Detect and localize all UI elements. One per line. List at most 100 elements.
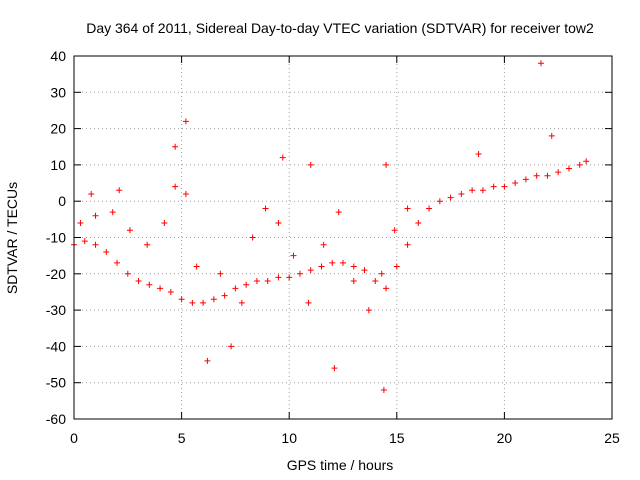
data-point-arc-tracks xyxy=(365,307,372,314)
data-point-arc-tracks xyxy=(144,241,151,248)
data-point-trend-band xyxy=(264,278,271,285)
data-point-arc-tracks xyxy=(305,299,312,306)
data-point-arc-tracks xyxy=(172,183,179,190)
data-point-trend-band xyxy=(458,190,465,197)
data-point-arc-tracks xyxy=(92,212,99,219)
data-point-outliers xyxy=(548,132,555,139)
data-point-trend-band xyxy=(404,241,411,248)
y-tick-label: -40 xyxy=(46,338,66,354)
chart-title: Day 364 of 2011, Sidereal Day-to-day VTE… xyxy=(86,20,594,36)
data-point-trend-band xyxy=(307,267,314,274)
data-point-outliers xyxy=(537,60,544,67)
points-layer xyxy=(71,60,590,393)
y-tick-label: 30 xyxy=(50,84,66,100)
data-point-trend-band xyxy=(576,161,583,168)
y-tick-label: 20 xyxy=(50,121,66,137)
data-point-outliers xyxy=(182,118,189,125)
data-point-outliers xyxy=(383,161,390,168)
data-point-trend-band xyxy=(318,263,325,270)
data-point-trend-band xyxy=(135,278,142,285)
y-tick-label: -30 xyxy=(46,302,66,318)
data-point-trend-band xyxy=(114,259,121,266)
data-point-arc-tracks xyxy=(126,227,133,234)
data-point-outliers xyxy=(88,190,95,197)
data-point-trend-band xyxy=(200,299,207,306)
x-tick-label: 10 xyxy=(281,430,297,446)
data-point-arc-tracks xyxy=(275,219,282,226)
data-point-trend-band xyxy=(275,274,282,281)
y-tick-label: 40 xyxy=(50,48,66,64)
data-point-outliers xyxy=(172,143,179,150)
data-point-arc-tracks xyxy=(238,299,245,306)
data-point-trend-band xyxy=(522,176,529,183)
data-point-trend-band xyxy=(490,183,497,190)
x-tick-label: 5 xyxy=(178,430,186,446)
data-point-arc-tracks xyxy=(182,190,189,197)
data-point-trend-band xyxy=(167,288,174,295)
y-tick-label: -50 xyxy=(46,375,66,391)
data-point-arc-tracks xyxy=(350,278,357,285)
y-tick-label: 0 xyxy=(58,193,66,209)
data-point-trend-band xyxy=(243,281,250,288)
data-point-trend-band xyxy=(383,285,390,292)
data-point-arc-tracks xyxy=(193,263,200,270)
data-point-outliers xyxy=(279,154,286,161)
data-point-arc-tracks xyxy=(228,343,235,350)
data-point-arc-tracks xyxy=(378,270,385,277)
data-point-trend-band xyxy=(124,270,131,277)
data-point-trend-band xyxy=(583,158,590,165)
data-point-outliers xyxy=(116,187,123,194)
data-point-arc-tracks xyxy=(335,209,342,216)
data-point-trend-band xyxy=(479,187,486,194)
data-point-trend-band xyxy=(221,292,228,299)
y-axis-label: SDTVAR / TECUs xyxy=(4,182,20,294)
data-point-trend-band xyxy=(533,172,540,179)
data-point-trend-band xyxy=(103,249,110,256)
data-point-trend-band xyxy=(361,267,368,274)
data-point-trend-band xyxy=(565,165,572,172)
data-point-trend-band xyxy=(210,296,217,303)
data-point-trend-band xyxy=(415,219,422,226)
data-point-outliers xyxy=(307,161,314,168)
data-point-trend-band xyxy=(157,285,164,292)
x-axis-label: GPS time / hours xyxy=(287,457,394,473)
x-tick-label: 25 xyxy=(604,430,620,446)
data-point-outliers xyxy=(331,365,338,372)
data-point-trend-band xyxy=(232,285,239,292)
data-point-trend-band xyxy=(512,180,519,187)
y-tick-label: -60 xyxy=(46,411,66,427)
data-point-arc-tracks xyxy=(249,234,256,241)
data-point-arc-tracks xyxy=(320,241,327,248)
data-point-trend-band xyxy=(146,281,153,288)
data-point-arc-tracks xyxy=(204,357,211,364)
y-tick-label: -10 xyxy=(46,230,66,246)
x-tick-label: 20 xyxy=(497,430,513,446)
data-point-arc-tracks xyxy=(161,219,168,226)
data-point-trend-band xyxy=(92,241,99,248)
x-tick-label: 0 xyxy=(70,430,78,446)
data-point-trend-band xyxy=(544,172,551,179)
data-point-trend-band xyxy=(469,187,476,194)
data-point-trend-band xyxy=(426,205,433,212)
data-point-arc-tracks xyxy=(217,270,224,277)
data-point-arc-tracks xyxy=(77,219,84,226)
data-point-trend-band xyxy=(393,263,400,270)
y-tick-label: 10 xyxy=(50,157,66,173)
data-point-arc-tracks xyxy=(290,252,297,259)
data-point-trend-band xyxy=(436,198,443,205)
data-point-trend-band xyxy=(329,259,336,266)
data-point-trend-band xyxy=(253,278,260,285)
data-point-trend-band xyxy=(372,278,379,285)
data-point-arc-tracks xyxy=(109,209,116,216)
data-point-trend-band xyxy=(501,183,508,190)
grid-layer xyxy=(74,56,612,419)
data-point-trend-band xyxy=(340,259,346,266)
ticks-layer: -60 -50 -40 -30 -20 -10 0 10 20 30 40 0 5 10 15 20 25 xyxy=(46,48,620,446)
data-point-trend-band xyxy=(286,274,293,281)
data-point-outliers xyxy=(475,151,482,158)
x-tick-label: 15 xyxy=(389,430,405,446)
data-point-trend-band xyxy=(555,169,562,176)
data-point-trend-band xyxy=(81,238,88,245)
data-point-trend-band xyxy=(178,296,185,303)
